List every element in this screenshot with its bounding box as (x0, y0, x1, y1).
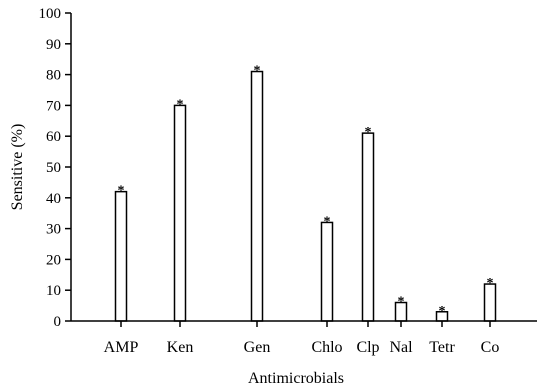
bar-amp (114, 190, 128, 322)
bar-gen (250, 70, 264, 322)
y-tick-label: 80 (46, 68, 61, 84)
bar-clp (361, 132, 375, 322)
y-tick-label: 70 (46, 98, 61, 114)
x-axis-ticks: AMP Ken Gen Chlo Clp Nal Tetr Co (104, 321, 500, 356)
x-tick-label-clp: Clp (356, 339, 379, 356)
data-label-gen: * (254, 64, 261, 79)
y-tick-label: 50 (46, 160, 61, 176)
y-tick-label: 60 (46, 129, 61, 145)
bar-ken (173, 104, 187, 322)
data-label-amp: * (118, 184, 125, 199)
y-tick-label: 0 (54, 314, 62, 330)
x-tick-label-ken: Ken (167, 339, 194, 356)
bars: * * * * * * * * (114, 64, 497, 322)
bar-chlo (320, 221, 334, 322)
x-axis-title: Antimicrobials (248, 370, 344, 387)
x-tick-label-tetr: Tetr (429, 339, 455, 356)
x-tick-label-nal: Nal (389, 339, 413, 356)
y-tick-label: 40 (46, 191, 61, 207)
y-axis-ticks: 0 10 20 30 40 50 60 70 80 90 100 (39, 6, 71, 330)
y-tick-label: 10 (46, 283, 61, 299)
data-label-nal: * (398, 295, 405, 310)
x-tick-label-chlo: Chlo (311, 339, 342, 356)
x-tick-label-amp: AMP (104, 339, 139, 356)
y-axis-title: Sensitive (%) (9, 124, 26, 211)
data-label-chlo: * (324, 214, 331, 229)
y-tick-label: 100 (39, 6, 62, 22)
x-tick-label-gen: Gen (244, 339, 271, 356)
x-tick-label-co: Co (481, 339, 500, 356)
data-label-ken: * (177, 97, 184, 112)
y-tick-label: 90 (46, 37, 61, 53)
y-tick-label: 20 (46, 252, 61, 268)
data-label-clp: * (365, 125, 372, 140)
y-tick-label: 30 (46, 222, 61, 238)
data-label-tetr: * (439, 304, 446, 319)
data-label-co: * (487, 276, 494, 291)
